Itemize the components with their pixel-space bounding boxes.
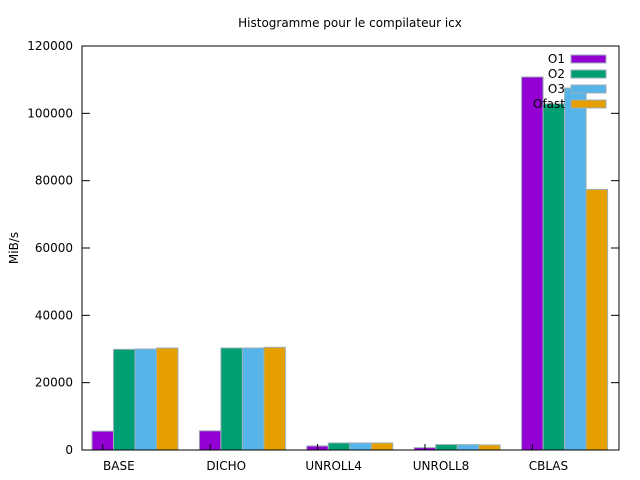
bar-unroll4-ofast — [370, 442, 394, 451]
legend-label: O2 — [548, 67, 565, 81]
legend-swatch — [570, 69, 607, 79]
bar-unroll4-o2 — [327, 442, 351, 451]
bar-cblas-o3 — [564, 87, 587, 451]
bar-cblas-o2 — [542, 103, 566, 451]
legend-swatch — [570, 54, 607, 64]
y-tick-label: 100000 — [27, 106, 73, 120]
legend-swatch — [570, 99, 607, 109]
bar-cblas-o1 — [521, 76, 544, 451]
x-tick-label: UNROLL4 — [305, 459, 362, 473]
bar-base-ofast — [156, 347, 179, 451]
bar-base-o3 — [134, 348, 157, 451]
y-axis-label: MiB/s — [7, 232, 21, 264]
plot-area: 0 20000 40000 60000 80000 100000 120000 BASE DIC… — [27, 39, 620, 473]
bar-dicho-ofast — [263, 346, 286, 451]
bar-dicho-o2 — [220, 347, 243, 451]
bar-dicho-o3 — [241, 347, 265, 451]
legend-label: Ofast — [533, 97, 565, 111]
bar-base-o2 — [113, 348, 136, 451]
x-tick-label: CBLAS — [529, 459, 568, 473]
bar-unroll4-o3 — [349, 442, 372, 451]
y-tick-label: 40000 — [35, 308, 73, 322]
bar-unroll8-o3 — [456, 444, 480, 451]
bar-unroll8-ofast — [478, 444, 501, 451]
y-tick-label: 80000 — [35, 174, 73, 188]
y-tick-label: 0 — [65, 443, 73, 457]
legend-swatch — [570, 84, 607, 94]
chart-title: Histogramme pour le compilateur icx — [238, 16, 462, 30]
y-tick-label: 60000 — [35, 241, 73, 255]
x-tick-label: BASE — [103, 459, 135, 473]
legend-label: O1 — [548, 52, 565, 66]
bar-cblas-ofast — [585, 188, 609, 451]
x-tick-label: DICHO — [206, 459, 246, 473]
x-tick-label: UNROLL8 — [413, 459, 470, 473]
y-tick-label: 20000 — [35, 376, 73, 390]
legend-label: O3 — [548, 82, 565, 96]
y-tick-label: 120000 — [27, 39, 73, 53]
bar-unroll8-o2 — [435, 444, 458, 451]
